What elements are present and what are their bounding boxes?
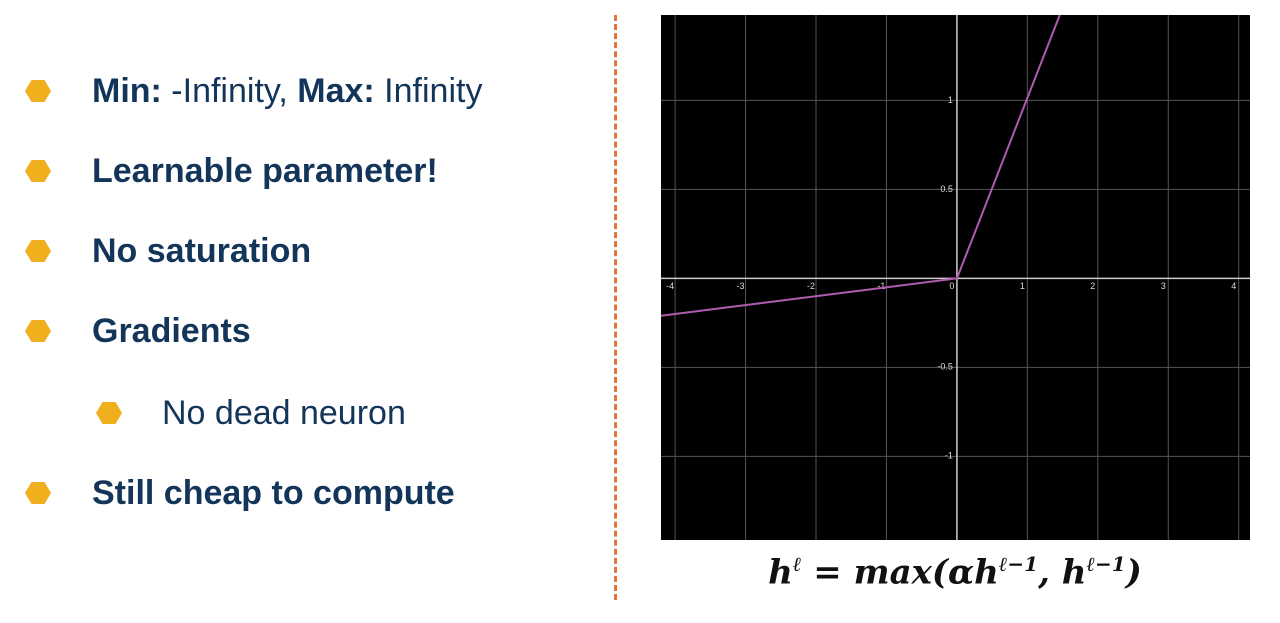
bullet-text: Still cheap to compute [92,473,455,513]
bullet-icon [25,482,51,504]
formula-superscript: ℓ [792,552,802,576]
bullet-text: Min: -Infinity, Max: Infinity [92,71,482,111]
y-tick-label: 0.5 [940,184,953,194]
y-tick-label: 1 [948,95,953,105]
formula: hℓ = max(αhℓ−1, hℓ−1) [660,552,1250,592]
text-run: Still cheap to compute [92,474,455,512]
bullet-text: Gradients [92,311,251,351]
divider [614,15,617,600]
plot-background [661,15,1250,540]
line [661,15,1061,317]
x-tick-label: 1 [1020,281,1025,291]
x-tick-label: -3 [737,281,745,291]
bullet-text: No dead neuron [162,393,406,433]
x-tick-label: -2 [807,281,815,291]
x-tick-label: 4 [1231,281,1236,291]
formula-text: ) [1125,552,1142,593]
formula-text: h [768,552,793,593]
bullet-icon [25,80,51,102]
bullet-icon [25,160,51,182]
text-run: Gradients [92,312,251,350]
text-run: No saturation [92,232,312,270]
x-tick-label: 0 [949,281,954,291]
x-tick-label: 3 [1161,281,1166,291]
text-run: -Infinity, [161,72,298,110]
chart: -4 -3 -2 -1 0 1 2 3 4 -1 -0.5 0.5 1 [661,15,1250,540]
text-run: No dead neuron [162,394,406,432]
y-tick-label: -0.5 [937,362,953,372]
formula-superscript: ℓ−1 [1086,552,1126,576]
formula-text: = max(αh [801,552,999,593]
x-tick-label: -1 [877,281,885,291]
y-tick-label: -1 [945,451,953,461]
text-run: Infinity [374,72,483,110]
x-tick-label: -4 [666,281,674,291]
text-run: Learnable parameter! [92,152,438,190]
text-run: Max: [297,72,375,110]
bullet-icon [25,240,51,262]
bullet-text: Learnable parameter! [92,151,438,191]
bullet-icon [96,402,122,424]
x-tick-label: 2 [1090,281,1095,291]
text-run: Min: [92,72,162,110]
bullet-icon [25,320,51,342]
formula-superscript: ℓ−1 [998,552,1039,576]
formula-text: , h [1038,552,1087,593]
bullet-text: No saturation [92,231,311,271]
